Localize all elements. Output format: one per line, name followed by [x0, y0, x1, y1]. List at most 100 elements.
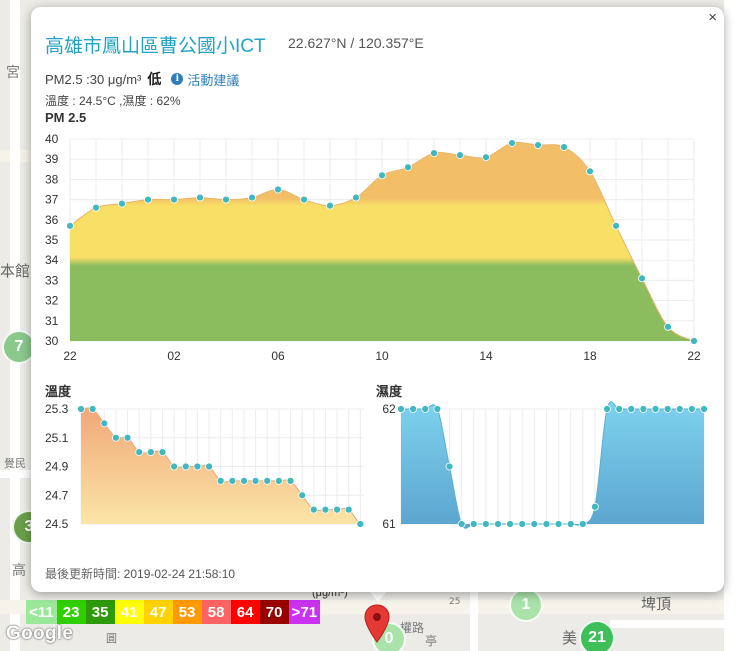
y-tick-label: 24.7 — [45, 488, 69, 502]
data-point — [494, 520, 502, 528]
data-point — [534, 141, 542, 149]
data-point — [248, 193, 256, 202]
data-point — [356, 520, 364, 528]
data-point — [469, 520, 478, 528]
data-point — [651, 405, 660, 413]
last-updated: 最後更新時間: 2019-02-24 21:58:10 — [45, 565, 235, 582]
data-point — [433, 405, 442, 413]
data-point — [321, 505, 330, 514]
data-point — [663, 405, 672, 413]
data-point — [274, 185, 282, 194]
map-label: 宮 — [6, 65, 20, 81]
y-tick-label: 40 — [45, 132, 59, 146]
map-pin-icon[interactable] — [364, 604, 390, 644]
temperature-chart: 25.3 25.1 24.9 24.7 24.5 — [45, 402, 364, 531]
data-point — [566, 520, 575, 528]
humidity-chart-title: 濕度 — [376, 384, 403, 399]
data-point — [344, 505, 353, 514]
data-point — [591, 502, 599, 511]
station-marker-value: 21 — [588, 629, 606, 646]
humidity-chart: 62 61 — [382, 401, 708, 531]
y-tick-label: 33 — [45, 273, 59, 287]
y-tick-label: 39 — [45, 152, 59, 166]
data-point — [274, 476, 283, 485]
station-coordinates: 22.627°N / 120.357°E — [288, 35, 424, 51]
data-point — [445, 462, 454, 471]
data-point — [123, 433, 132, 442]
station-marker-value: 7 — [14, 338, 24, 355]
data-point — [690, 337, 698, 345]
data-point — [518, 520, 527, 528]
legend-item: 53 — [172, 600, 202, 624]
map-label: 25 — [449, 597, 461, 607]
pm-value-text: PM2.5 :30 μg/m³ — [45, 71, 142, 87]
legend-item: 64 — [230, 600, 260, 624]
data-point — [309, 505, 318, 514]
data-point — [77, 405, 85, 413]
y-tick-label: 37 — [45, 193, 59, 207]
y-tick-label: 36 — [45, 213, 59, 227]
legend-item: 23 — [56, 600, 86, 624]
area-fill — [81, 407, 364, 526]
data-point — [118, 199, 126, 208]
last-updated-time: 2019-02-24 21:58:10 — [123, 567, 236, 581]
data-point — [286, 476, 295, 485]
data-point — [542, 520, 551, 528]
pm-summary: PM2.5 :30 μg/m³ 低 i 活動建議 — [45, 69, 239, 89]
data-point — [687, 405, 696, 413]
legend-item: 47 — [143, 600, 173, 624]
data-point — [251, 476, 260, 485]
station-marker-value: 1 — [521, 596, 531, 613]
google-logo[interactable]: Google — [6, 623, 74, 644]
y-tick-label: 62 — [382, 402, 396, 416]
legend-item: 41 — [114, 600, 144, 624]
data-point — [240, 476, 248, 485]
station-marker-value: 0 — [384, 630, 394, 647]
x-tick-label: 06 — [271, 349, 285, 363]
data-point — [554, 520, 563, 528]
y-tick-label: 31 — [45, 314, 59, 328]
map-label: 覺民 — [4, 457, 26, 470]
close-button[interactable]: × — [708, 9, 717, 26]
station-marker[interactable]: 7 — [2, 330, 36, 364]
info-icon[interactable]: i — [171, 73, 184, 85]
data-point — [158, 448, 167, 457]
data-point — [421, 405, 430, 413]
activity-advice-link[interactable]: 活動建議 — [187, 72, 240, 88]
x-tick-label: 02 — [167, 349, 181, 363]
popup-pointer — [368, 590, 388, 602]
data-point — [66, 221, 74, 230]
data-point — [222, 195, 230, 204]
data-point — [615, 405, 624, 413]
data-point — [578, 520, 587, 528]
station-marker[interactable]: 21 — [579, 620, 615, 651]
data-point — [228, 476, 237, 485]
station-marker[interactable]: 1 — [509, 588, 543, 622]
data-point — [298, 491, 307, 500]
temp-humidity-text: 溫度 : 24.5°C ,濕度 : 62% — [45, 94, 181, 108]
data-point — [675, 405, 684, 413]
data-point — [404, 163, 412, 172]
data-point — [457, 520, 466, 528]
map-label: 館 — [15, 262, 31, 280]
y-tick-label: 30 — [45, 334, 59, 348]
map-label: 本 — [0, 262, 16, 280]
data-point — [430, 149, 438, 158]
data-point — [627, 405, 636, 413]
data-point — [181, 462, 190, 471]
data-point — [482, 153, 490, 162]
x-tick-label: 14 — [479, 349, 493, 363]
map-label: 埤頂 — [641, 595, 672, 613]
pm25-chart: 40 39 38 37 36 35 34 33 32 31 30 22 02 06 10 14 18 22 — [45, 132, 701, 363]
station-popup: × 高雄市鳳山區曹公國小ICT 22.627°N / 120.357°E PM2… — [31, 7, 724, 592]
data-point — [135, 448, 144, 457]
x-tick-label: 22 — [687, 349, 701, 363]
data-point — [700, 405, 708, 413]
data-point — [193, 462, 202, 471]
data-point — [300, 195, 308, 204]
y-tick-label: 32 — [45, 294, 59, 308]
map-label: 高 — [12, 563, 26, 579]
data-point — [508, 139, 516, 147]
data-point — [481, 520, 490, 528]
map-road — [0, 470, 34, 478]
